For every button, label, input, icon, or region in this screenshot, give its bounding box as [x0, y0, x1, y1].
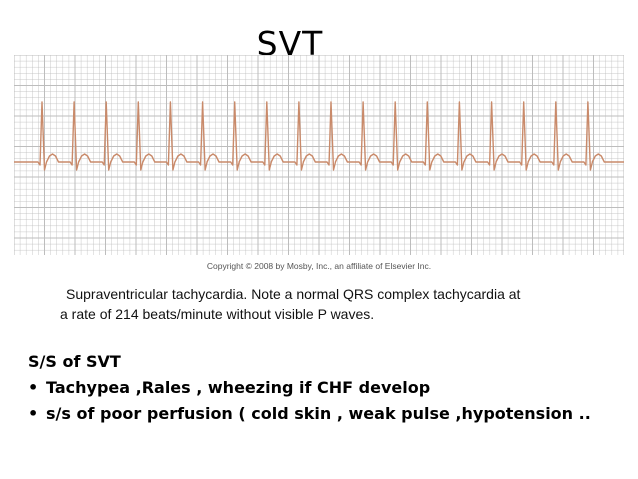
ecg-strip	[14, 55, 624, 255]
bullet-icon: •	[28, 378, 39, 397]
ecg-trace	[14, 101, 624, 171]
figure-copyright: Copyright © 2008 by Mosby, Inc., an affi…	[206, 261, 432, 271]
caption-line-1: Supraventricular tachycardia. Note a nor…	[66, 286, 521, 302]
bullet-icon: •	[28, 404, 39, 423]
figure-caption: Supraventricular tachycardia. Note a nor…	[60, 284, 580, 324]
bullet-text: Tachypea ,Rales , wheezing if CHF develo…	[46, 378, 431, 397]
list-item: • Tachypea ,Rales , wheezing if CHF devel…	[28, 375, 628, 401]
bullet-text: s/s of poor perfusion ( cold skin , weak…	[46, 404, 591, 423]
signs-list: • Tachypea ,Rales , wheezing if CHF devel…	[28, 375, 628, 427]
ecg-figure: Copyright © 2008 by Mosby, Inc., an affi…	[14, 55, 624, 275]
signs-heading: S/S of SVT	[28, 352, 121, 371]
ecg-grid	[14, 55, 624, 255]
caption-line-2: a rate of 214 beats/minute without visib…	[60, 306, 375, 322]
list-item: • s/s of poor perfusion ( cold skin , wea…	[28, 401, 628, 427]
